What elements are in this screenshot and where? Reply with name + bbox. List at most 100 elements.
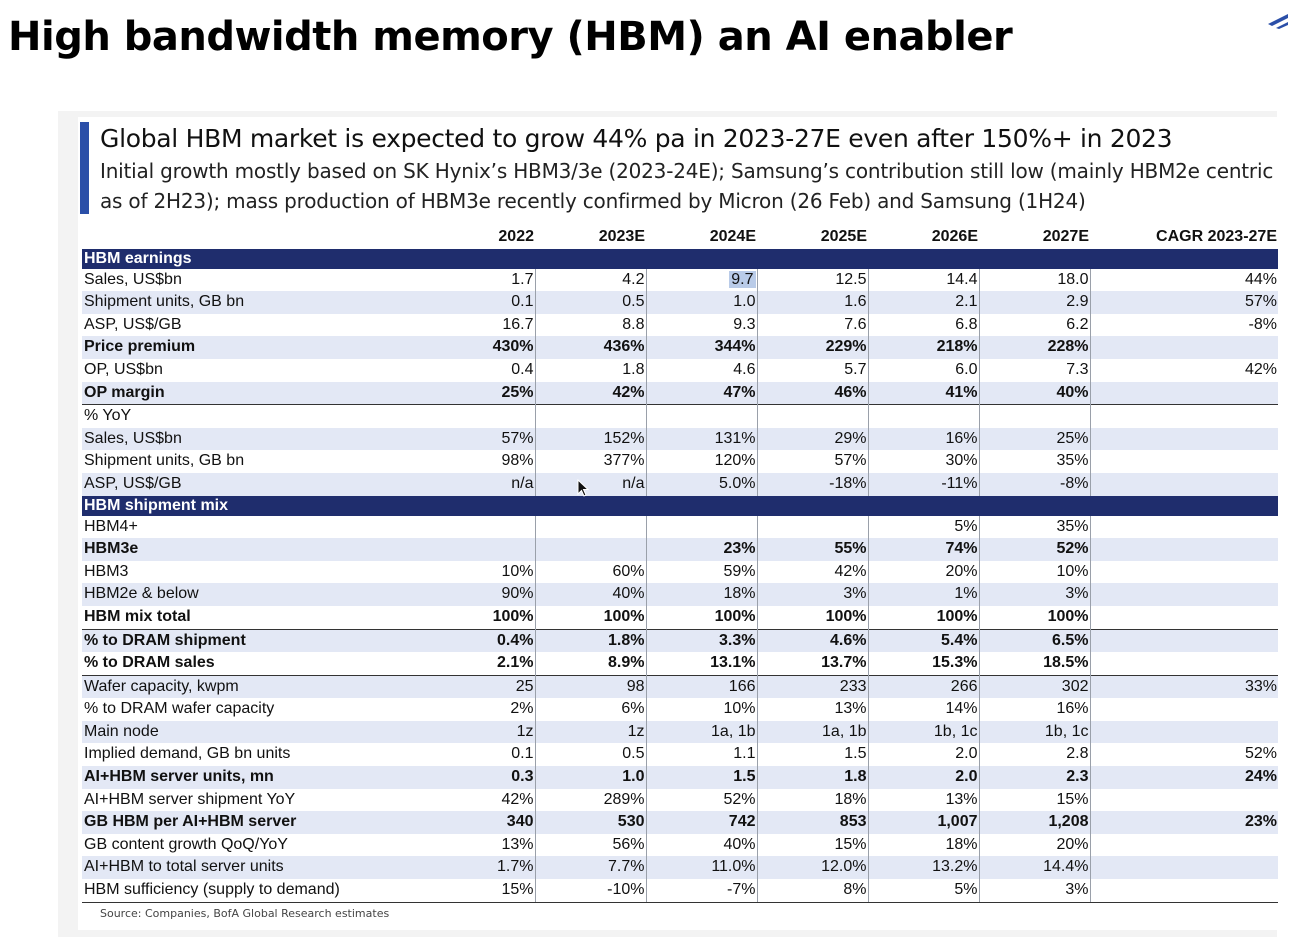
value-cell: 20%: [979, 833, 1091, 857]
section-band-cell: [382, 248, 536, 269]
value-cell: [868, 404, 980, 428]
value-cell: 5.0%: [646, 472, 758, 496]
row-label: HBM2e & below: [82, 583, 382, 606]
table-row: OP, US$bn 0.4 1.8 4.6 5.7 6.0 7.3 42%: [82, 358, 1278, 382]
value-cell: 100%: [979, 605, 1091, 629]
cagr-cell: [1090, 561, 1278, 584]
value-cell: 1.5: [646, 766, 758, 789]
cagr-cell: -8%: [1248, 315, 1277, 333]
value-cell: 1z: [535, 720, 647, 744]
value-cell: 1a, 1b: [646, 720, 758, 744]
row-label: AI+HBM server shipment YoY: [84, 790, 296, 808]
value-cell: 3%: [979, 879, 1091, 903]
row-label: HBM4+: [84, 517, 138, 535]
value-cell: 1.0: [646, 291, 758, 314]
source-note: Source: Companies, BofA Global Research …: [100, 907, 390, 920]
table-row: HBM4+ 5% 35%: [82, 515, 1278, 539]
value-cell: 229%: [757, 336, 869, 359]
table-row: Wafer capacity, kwpm 25 98 166 233 266 302 33%: [82, 674, 1278, 699]
value-cell: 3.3%: [646, 628, 758, 653]
value-cell: 2.8: [979, 743, 1091, 767]
value-cell: 8%: [757, 879, 869, 903]
value-cell: 6.2: [979, 313, 1091, 337]
section-band-cell: [757, 248, 869, 269]
value-cell: 120%: [646, 450, 758, 473]
section-band-cell: [979, 495, 1091, 516]
cagr-cell: [1090, 856, 1278, 880]
value-cell: 59%: [646, 560, 758, 584]
value-cell: [382, 404, 536, 428]
table-row: Sales, US$bn 1.7 4.2 9.7 12.5 14.4 18.0 44%: [82, 268, 1278, 292]
value-cell: 42%: [382, 788, 536, 812]
column-header: 2023E: [598, 228, 645, 245]
cagr-cell: [1090, 652, 1278, 675]
value-cell: 1,007: [868, 811, 980, 834]
exhibit-subline-2: as of 2H23); mass production of HBM3e re…: [100, 189, 1086, 213]
value-cell: 13.2%: [868, 856, 980, 880]
value-cell: 853: [757, 811, 869, 834]
value-cell: [535, 538, 647, 561]
value-cell: [535, 515, 647, 539]
value-cell: 100%: [868, 605, 980, 629]
cagr-cell: 24%: [1090, 766, 1278, 789]
value-cell: 6.8: [868, 313, 980, 337]
value-cell: 4.6: [646, 358, 758, 382]
value-cell: [646, 404, 758, 428]
value-cell: 7.6: [757, 313, 869, 337]
hbm-forecast-table-wrapper: 2022 2023E 2024E 2025E 2026E 2027E CAGR …: [82, 226, 1278, 903]
row-label: HBM3: [84, 562, 129, 580]
cagr-cell: [1090, 720, 1278, 744]
value-cell: 40%: [535, 583, 647, 606]
value-cell: 14.4: [868, 268, 980, 292]
column-header: [82, 226, 382, 249]
table-row: HBM2e & below 90% 40% 18% 3% 1% 3%: [82, 583, 1278, 606]
row-label: Shipment units, GB bn: [82, 291, 382, 314]
brand-logo-icon: [1268, 14, 1288, 29]
value-cell: 2.1%: [382, 652, 536, 676]
exhibit-headline: Global HBM market is expected to grow 44…: [100, 124, 1173, 153]
value-cell: 9.3: [646, 313, 758, 337]
row-label: Price premium: [82, 336, 382, 359]
section-band-cell: [535, 495, 647, 516]
value-cell: 25%: [382, 381, 536, 405]
value-cell: 13.7%: [757, 652, 869, 676]
value-cell: 530: [535, 811, 647, 834]
table-row: % YoY: [82, 404, 1278, 428]
exhibit-subline-1: Initial growth mostly based on SK Hynix’…: [100, 159, 1274, 183]
value-cell: 18%: [646, 583, 758, 606]
value-cell: 52%: [646, 788, 758, 812]
cagr-cell: [1090, 427, 1278, 451]
value-cell: 41%: [868, 381, 980, 405]
cagr-cell: [1090, 834, 1278, 857]
value-cell: n/a: [382, 472, 536, 496]
row-label: HBM mix total: [84, 607, 191, 625]
value-cell: [757, 515, 869, 539]
value-cell: 100%: [535, 605, 647, 629]
row-label: ASP, US$/GB: [84, 315, 182, 333]
value-cell: 35%: [979, 450, 1091, 473]
cagr-cell: [1090, 336, 1278, 359]
section-band-cell: [868, 248, 980, 269]
row-label: % to DRAM wafer capacity: [84, 700, 275, 718]
table-row: HBM3 10% 60% 59% 42% 20% 10%: [82, 560, 1278, 584]
value-cell: 15%: [757, 833, 869, 857]
value-cell: 100%: [382, 605, 536, 629]
value-cell: 0.5: [535, 743, 647, 767]
value-cell: 15%: [382, 879, 536, 903]
row-label: Shipment units, GB bn: [84, 452, 245, 470]
row-label: ASP, US$/GB: [82, 472, 382, 496]
value-cell: [535, 404, 647, 428]
value-cell: 6.5%: [979, 628, 1091, 653]
value-cell: -11%: [868, 472, 980, 496]
value-cell: 40%: [979, 381, 1091, 405]
value-cell: 98: [535, 674, 647, 699]
value-cell: 100%: [757, 605, 869, 629]
value-cell: 57%: [757, 450, 869, 473]
value-cell: 2.3: [979, 766, 1091, 789]
value-cell: 14%: [868, 698, 980, 721]
cagr-cell: 33%: [1090, 674, 1278, 699]
table-header-row: 2022 2023E 2024E 2025E 2026E 2027E CAGR …: [82, 226, 1278, 249]
value-cell: 1.5: [757, 743, 869, 767]
value-cell: 25%: [979, 427, 1091, 451]
value-cell: 55%: [757, 538, 869, 561]
